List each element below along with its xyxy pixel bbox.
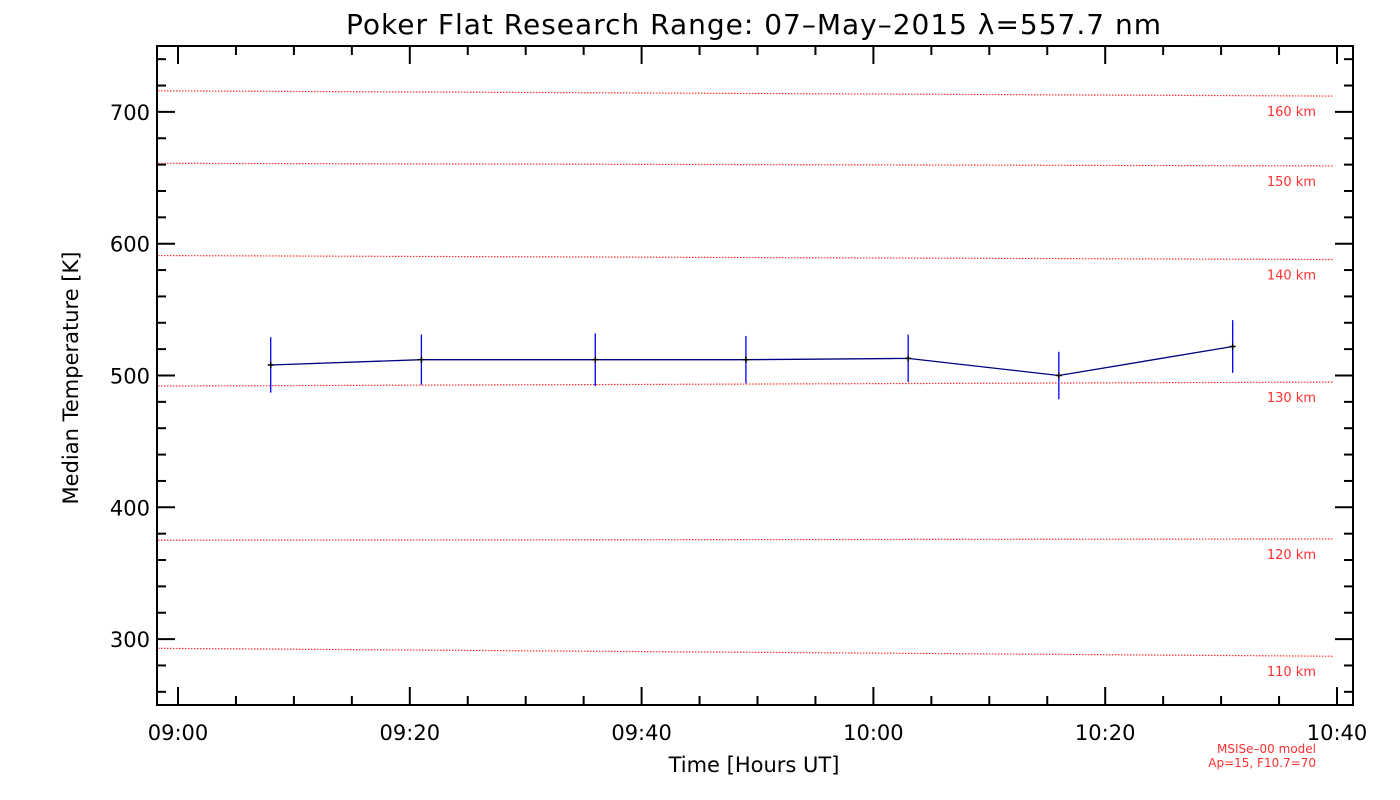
y-tick-label: 300: [110, 628, 150, 652]
reference-label-150-km: 150 km: [1267, 175, 1316, 190]
y-tick-label: 600: [110, 233, 150, 257]
reference-label-140-km: 140 km: [1267, 269, 1316, 284]
reference-line-130-km: [157, 381, 1334, 387]
y-axis-label: Median Temperature [K]: [59, 252, 83, 505]
x-tick-label: 10:20: [1075, 721, 1136, 745]
reference-label-110-km: 110 km: [1267, 665, 1316, 680]
x-axis-ticks: 09:00 09:20 09:40 10:00 10:20 10:40: [148, 46, 1368, 745]
y-axis-ticks: 300 400 500 600 700: [110, 58, 1353, 693]
data-series: [267, 320, 1236, 400]
x-tick-label: 10:00: [843, 721, 904, 745]
reference-label-130-km: 130 km: [1267, 391, 1316, 406]
reference-line-160-km: [157, 90, 1334, 97]
x-tick-label: 10:40: [1307, 721, 1368, 745]
y-tick-label: 500: [110, 365, 150, 389]
chart-title: Poker Flat Research Range: 07–May–2015 λ…: [346, 8, 1162, 41]
y-tick-label: 700: [110, 101, 150, 125]
reference-label-160-km: 160 km: [1267, 105, 1316, 120]
altitude-reference-lines: [157, 90, 1334, 657]
altitude-reference-labels: 110 km 120 km 130 km 140 km 150 km 160 km: [1267, 105, 1316, 680]
reference-line-150-km: [157, 162, 1334, 167]
reference-label-120-km: 120 km: [1267, 548, 1316, 563]
x-tick-label: 09:40: [611, 721, 672, 745]
model-note-line2: Ap=15, F10.7=70: [1208, 756, 1316, 770]
x-tick-label: 09:20: [380, 721, 441, 745]
reference-line-140-km: [157, 254, 1334, 261]
reference-line-110-km: [157, 647, 1334, 657]
model-note-line1: MSISe–00 model: [1217, 742, 1316, 756]
x-tick-label: 09:00: [148, 721, 209, 745]
reference-line-120-km: [157, 538, 1334, 541]
x-axis-label: Time [Hours UT]: [668, 753, 840, 777]
y-tick-label: 400: [110, 496, 150, 520]
